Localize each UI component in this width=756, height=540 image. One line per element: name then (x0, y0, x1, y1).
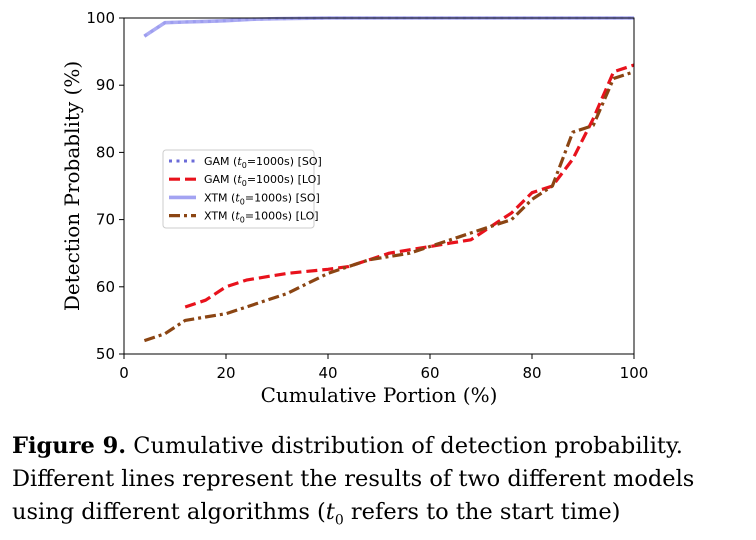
series-line-3 (143, 70, 635, 343)
series-line-1 (184, 63, 635, 309)
line-chart: 0 20 40 60 80 100 50 60 70 80 90 100 Cumulative Port… (60, 9, 648, 407)
x-tick-label: 20 (216, 364, 235, 382)
x-tick-label: 40 (318, 364, 337, 382)
y-tick-label: 60 (96, 278, 115, 296)
legend-box (162, 149, 315, 229)
x-axis-title: Cumulative Portion (%) (261, 383, 498, 407)
plot-frame (123, 17, 635, 355)
y-tick-label: 70 (96, 211, 115, 229)
y-tick-label: 90 (96, 76, 115, 94)
y-axis-title: Detection Probablity (%) (60, 61, 84, 311)
figure-label: Figure 9. (12, 433, 127, 459)
legend: GAM (t0=1000s) [SO] GAM (t0=1000s) [LO] XT… (162, 149, 322, 229)
x-tick-label: 80 (522, 364, 541, 382)
legend-label-3: XTM (t0=1000s) [LO] (204, 210, 319, 225)
x-tick-label: 60 (420, 364, 439, 382)
caption-text-1: Cumulative distribution of detection pro… (12, 433, 695, 525)
y-tick-label: 80 (96, 143, 115, 161)
x-tick-label: 0 (119, 364, 129, 382)
caption-variable: t (325, 499, 335, 525)
legend-label-1: GAM (t0=1000s) [LO] (204, 173, 321, 188)
x-tick-label: 100 (620, 364, 649, 382)
y-tick-label: 100 (86, 9, 115, 27)
axes: 0 20 40 60 80 100 50 60 70 80 90 100 Cumulative Port… (60, 9, 648, 407)
chart-area: 0 20 40 60 80 100 50 60 70 80 90 100 Cumulative Port… (60, 9, 648, 407)
legend-label-2: XTM (t0=1000s) [SO] (204, 191, 320, 206)
caption-text-2: refers to the start time) (343, 499, 621, 525)
series-line-2 (143, 16, 634, 38)
legend-label-0: GAM (t0=1000s) [SO] (204, 155, 322, 170)
y-tick-label: 50 (96, 345, 115, 363)
figure-caption: Figure 9. Cumulative distribution of det… (12, 430, 752, 538)
caption-variable-subscript: 0 (334, 512, 344, 529)
